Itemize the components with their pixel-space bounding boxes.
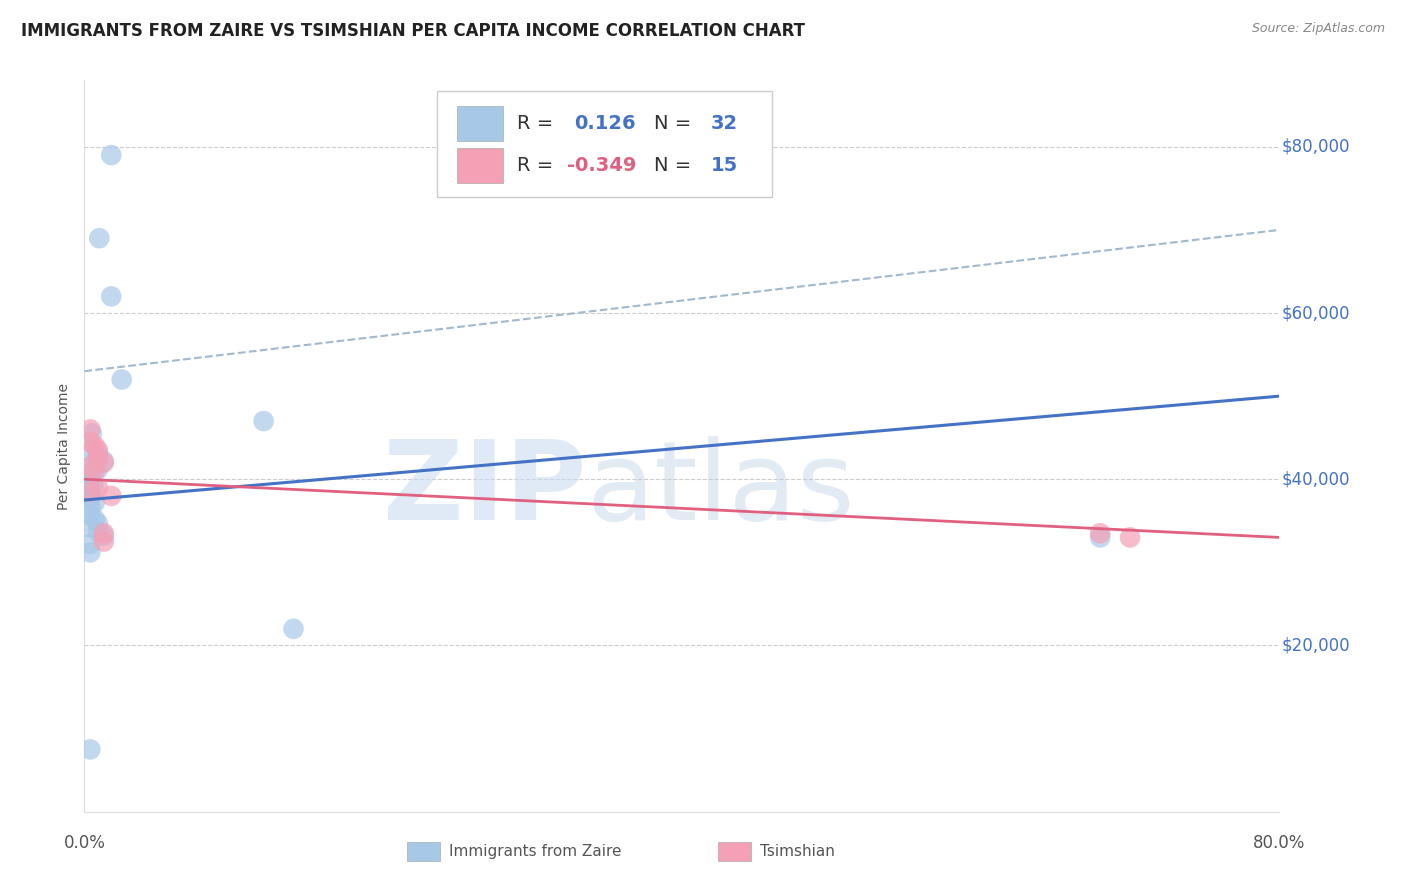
Point <box>87 462 110 476</box>
Point <box>93 534 115 549</box>
Point <box>79 487 101 501</box>
Point <box>87 524 110 539</box>
Point <box>79 537 101 551</box>
Point <box>79 520 101 534</box>
Point <box>93 454 115 468</box>
Text: $60,000: $60,000 <box>1282 304 1350 322</box>
Point <box>1090 526 1112 541</box>
Point <box>79 467 101 481</box>
Text: R =: R = <box>517 155 560 175</box>
FancyBboxPatch shape <box>408 842 440 861</box>
Point <box>82 443 104 458</box>
Text: 0.0%: 0.0% <box>63 834 105 852</box>
Text: $40,000: $40,000 <box>1282 470 1350 488</box>
Text: Immigrants from Zaire: Immigrants from Zaire <box>449 845 621 860</box>
Point <box>79 483 101 497</box>
Point <box>79 500 101 514</box>
FancyBboxPatch shape <box>457 106 503 141</box>
FancyBboxPatch shape <box>437 91 772 197</box>
Point <box>83 464 105 478</box>
Point <box>79 491 101 506</box>
Text: IMMIGRANTS FROM ZAIRE VS TSIMSHIAN PER CAPITA INCOME CORRELATION CHART: IMMIGRANTS FROM ZAIRE VS TSIMSHIAN PER C… <box>21 22 806 40</box>
Text: 32: 32 <box>710 114 738 133</box>
Point <box>93 456 115 470</box>
Text: -0.349: -0.349 <box>567 155 637 175</box>
Point <box>83 439 105 453</box>
Text: $80,000: $80,000 <box>1282 137 1350 156</box>
Point <box>79 422 101 436</box>
Point <box>79 742 101 756</box>
Point <box>87 451 110 466</box>
Point <box>87 445 110 459</box>
Point <box>83 495 105 509</box>
Text: Source: ZipAtlas.com: Source: ZipAtlas.com <box>1251 22 1385 36</box>
Point <box>87 450 110 464</box>
Point <box>1090 530 1112 544</box>
Point <box>1119 530 1142 544</box>
Text: ZIP: ZIP <box>382 436 586 543</box>
Text: 15: 15 <box>710 155 738 175</box>
Text: 80.0%: 80.0% <box>1253 834 1306 852</box>
Point <box>87 481 110 495</box>
Point <box>111 372 134 386</box>
Text: N =: N = <box>654 155 697 175</box>
Point <box>93 526 115 541</box>
FancyBboxPatch shape <box>718 842 751 861</box>
Text: atlas: atlas <box>586 436 855 543</box>
Point <box>253 414 276 428</box>
Point <box>87 443 110 458</box>
Y-axis label: Per Capita Income: Per Capita Income <box>58 383 72 509</box>
Point <box>79 508 101 522</box>
Text: 0.126: 0.126 <box>575 114 636 133</box>
Point <box>79 475 101 489</box>
Text: $20,000: $20,000 <box>1282 637 1351 655</box>
Point <box>100 489 122 503</box>
Text: N =: N = <box>654 114 697 133</box>
Text: Tsimshian: Tsimshian <box>759 845 835 860</box>
Point <box>100 148 122 162</box>
FancyBboxPatch shape <box>457 147 503 183</box>
Point <box>79 459 101 474</box>
Point <box>82 479 104 493</box>
Point <box>283 622 305 636</box>
Point <box>100 289 122 303</box>
Point <box>79 545 101 559</box>
Text: R =: R = <box>517 114 560 133</box>
Point <box>79 458 101 472</box>
Point <box>79 484 101 499</box>
Point <box>89 231 111 245</box>
Point <box>79 434 101 449</box>
Point <box>83 512 105 526</box>
Point <box>87 516 110 531</box>
Point <box>80 426 103 441</box>
Point <box>93 529 115 543</box>
Point <box>79 470 101 484</box>
